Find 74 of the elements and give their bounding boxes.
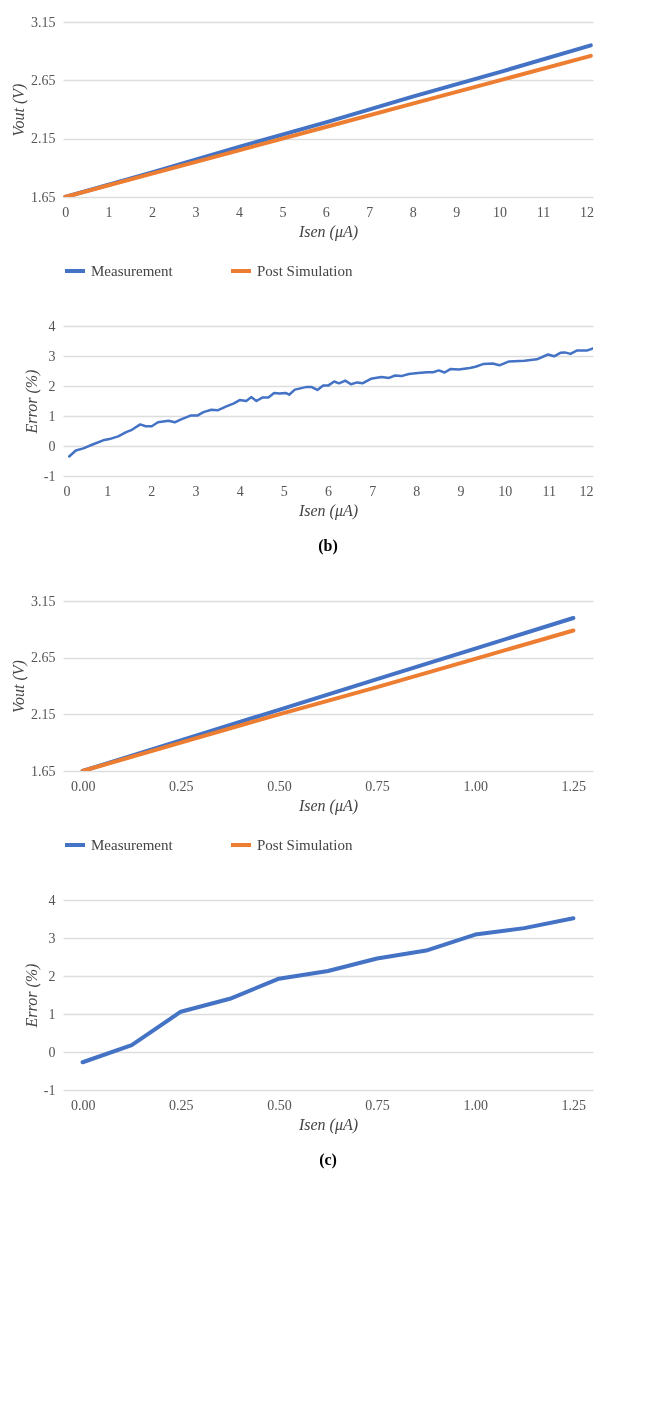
x-tick-label: 5 (279, 204, 287, 220)
x-tick-label: 11 (542, 483, 557, 499)
x-tick-label: 0.75 (365, 1097, 390, 1113)
x-tick-label: 3 (192, 204, 200, 220)
x-tick-label: 4 (236, 483, 244, 499)
y-axis-title: Vout (V) (10, 83, 28, 137)
x-tick-label: 8 (409, 204, 417, 220)
x-tick-label: 0.00 (70, 778, 96, 794)
y-axis-title: Error (%) (22, 369, 41, 435)
x-tick-label: 4 (235, 204, 243, 220)
x-tick-label: 1.00 (463, 1097, 488, 1113)
x-tick-label: 3 (192, 483, 200, 499)
y-tick-label: 2 (48, 378, 56, 394)
legend-label: Measurement (91, 837, 174, 853)
y-tick-label: 1 (48, 408, 56, 424)
line-series (80, 916, 576, 1065)
y-tick-label: 0 (48, 438, 56, 454)
x-tick-label: 12 (579, 204, 594, 220)
text: (c) (319, 1151, 337, 1169)
x-tick-label: 0.50 (267, 1097, 292, 1113)
y-tick-label: 4 (48, 318, 56, 334)
y-tick-label: 3 (48, 348, 56, 364)
x-tick-label: 10 (493, 204, 508, 220)
x-tick-label: 0.25 (169, 778, 194, 794)
y-tick-label: 3.15 (31, 14, 56, 30)
x-tick-label: 0.25 (169, 1097, 194, 1113)
y-tick-label: 2.15 (31, 706, 56, 722)
x-tick-label: 9 (453, 204, 461, 220)
text: (b) (318, 537, 338, 555)
y-tick-label: 1.65 (31, 763, 56, 779)
x-tick-label: 2 (149, 204, 157, 220)
x-tick-label: 7 (369, 483, 377, 499)
x-tick-label: 0.50 (267, 778, 292, 794)
x-tick-label: 7 (366, 204, 374, 220)
x-tick-label: 2 (148, 483, 156, 499)
x-tick-label: 6 (325, 483, 332, 499)
y-tick-label: 2 (48, 968, 56, 984)
x-tick-label: 0 (63, 483, 71, 499)
y-tick-label: 3 (48, 930, 56, 946)
x-tick-label: 1 (105, 204, 113, 220)
x-tick-label: 0 (62, 204, 70, 220)
x-tick-label: 0.00 (70, 1097, 96, 1113)
x-tick-label: 9 (457, 483, 465, 499)
x-axis-title: Isen (μA) (297, 796, 359, 815)
x-tick-label: 5 (280, 483, 288, 499)
x-axis-title: Isen (μA) (297, 1115, 359, 1134)
y-tick-label: -1 (43, 1082, 56, 1098)
x-tick-label: 8 (413, 483, 421, 499)
legend-label: Post Simulation (257, 263, 353, 279)
y-tick-label: 4 (48, 892, 56, 908)
x-tick-label: 1.25 (561, 1097, 587, 1113)
legend-label: Measurement (91, 263, 174, 279)
x-tick-label: 1.00 (463, 778, 488, 794)
y-tick-label: 1 (48, 1006, 56, 1022)
x-tick-label: 1.25 (561, 778, 587, 794)
x-tick-label: 12 (579, 483, 594, 499)
y-axis-title: Error (%) (22, 963, 41, 1029)
y-tick-label: -1 (43, 468, 56, 484)
x-axis-title: Isen (μA) (297, 501, 359, 520)
x-tick-label: 11 (536, 204, 551, 220)
line-series (67, 347, 593, 458)
y-tick-label: 1.65 (31, 189, 56, 205)
legend-label: Post Simulation (257, 837, 353, 853)
y-tick-label: 2.65 (31, 650, 56, 666)
x-tick-label: 1 (104, 483, 112, 499)
y-tick-label: 3.15 (31, 593, 56, 609)
y-tick-label: 2.15 (31, 131, 56, 147)
y-axis-title: Vout (V) (10, 660, 28, 713)
y-tick-label: 2.65 (31, 72, 56, 88)
x-tick-label: 0.75 (365, 778, 390, 794)
x-axis-title: Isen (μA) (297, 222, 359, 241)
x-tick-label: 10 (498, 483, 513, 499)
x-tick-label: 6 (322, 204, 330, 220)
y-tick-label: 0 (48, 1044, 56, 1060)
